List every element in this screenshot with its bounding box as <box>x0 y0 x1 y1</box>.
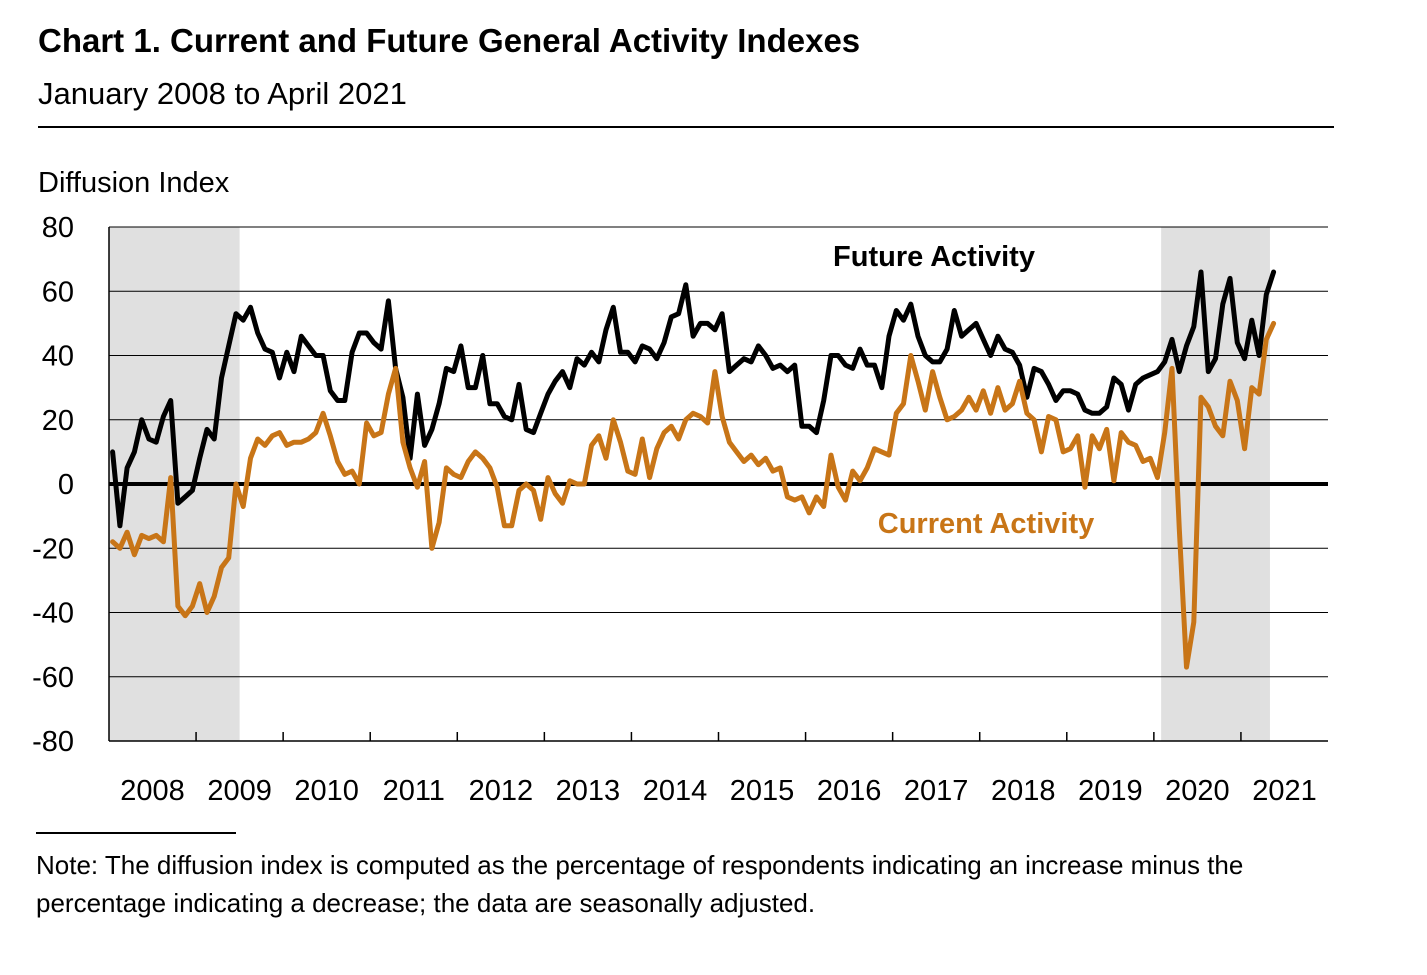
x-tick-label-2020: 2020 <box>1165 775 1230 807</box>
x-tick-label-2010: 2010 <box>294 775 359 807</box>
line-chart: Diffusion Index 80 60 40 20 0 -20 -40 -60 -80 200… <box>32 167 1328 807</box>
chart-subtitle: January 2008 to April 2021 <box>38 76 407 111</box>
y-axis-label: Diffusion Index <box>38 167 230 199</box>
y-tick-label-0: 0 <box>58 469 74 501</box>
y-tick-label--40: -40 <box>32 598 74 630</box>
footnote-divider <box>36 832 236 834</box>
x-tick-label-2016: 2016 <box>817 775 882 807</box>
x-tick-label-2009: 2009 <box>207 775 272 807</box>
x-tick-label-2015: 2015 <box>730 775 795 807</box>
x-tick-label-2017: 2017 <box>904 775 969 807</box>
annotation-future: Future Activity <box>833 241 1035 273</box>
x-tick-label-2012: 2012 <box>469 775 534 807</box>
y-tick-label--80: -80 <box>32 726 74 758</box>
y-tick-label--20: -20 <box>32 533 74 565</box>
x-tick-label-2011: 2011 <box>383 775 445 807</box>
chart-title: Chart 1. Current and Future General Acti… <box>38 22 861 59</box>
y-tick-label-20: 20 <box>42 405 74 437</box>
footnote: Note: The diffusion index is computed as… <box>36 850 1244 918</box>
x-tick-label-2008: 2008 <box>120 775 185 807</box>
title-divider <box>38 126 1334 128</box>
x-tick-label-2013: 2013 <box>556 775 621 807</box>
x-tick-label-2021: 2021 <box>1252 775 1317 807</box>
x-tick-label-2019: 2019 <box>1078 775 1143 807</box>
series-lines <box>110 269 1277 670</box>
y-tick-label-40: 40 <box>42 341 74 373</box>
series-line-future <box>110 269 1277 529</box>
annotations: Future Activity Current Activity <box>833 241 1094 540</box>
y-tick-label-80: 80 <box>42 212 74 244</box>
series-line-current <box>110 320 1277 670</box>
y-tick-label--60: -60 <box>32 662 74 694</box>
x-tick-label-2014: 2014 <box>643 775 708 807</box>
y-tick-label-60: 60 <box>42 276 74 308</box>
annotation-current: Current Activity <box>878 508 1094 540</box>
axes: 80 60 40 20 0 -20 -40 -60 -80 2008 2009 2010 2011 201… <box>32 212 1328 807</box>
x-tick-label-2018: 2018 <box>991 775 1056 807</box>
